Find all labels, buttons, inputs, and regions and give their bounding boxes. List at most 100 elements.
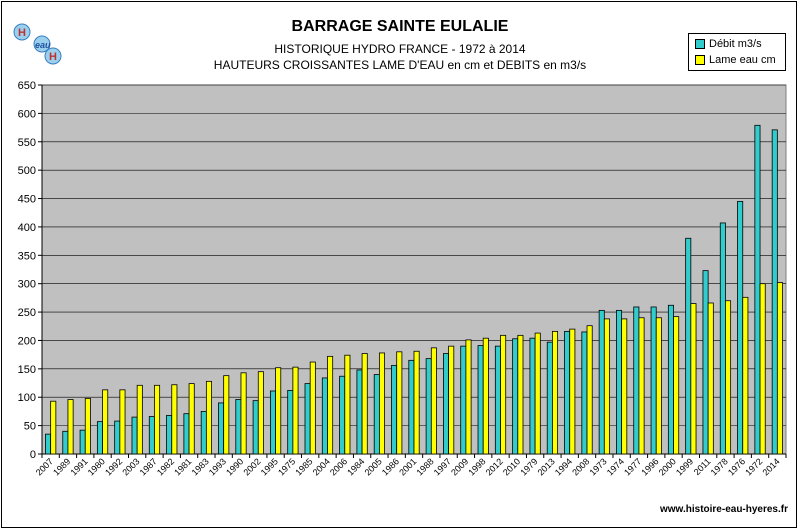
bar-debit bbox=[719, 222, 726, 455]
x-tick-label: 1987 bbox=[138, 456, 159, 477]
bar-lame bbox=[136, 384, 143, 455]
x-tick-label: 2002 bbox=[241, 456, 262, 477]
x-tick-label: 2006 bbox=[328, 456, 349, 477]
bar-debit bbox=[356, 369, 363, 455]
bar-debit bbox=[148, 416, 155, 455]
x-tick-label: 1982 bbox=[155, 456, 176, 477]
bar-debit bbox=[460, 345, 467, 455]
bar-lame bbox=[327, 355, 334, 455]
x-tick-label: 1988 bbox=[414, 456, 435, 477]
bar-lame bbox=[378, 352, 385, 455]
x-tick-label: 1972 bbox=[743, 456, 764, 477]
bar-debit bbox=[754, 124, 761, 455]
x-tick-label: 1975 bbox=[276, 456, 297, 477]
bar-debit bbox=[45, 433, 52, 455]
bar-lame bbox=[500, 334, 507, 455]
legend-label-debit: Débit m3/s bbox=[709, 38, 762, 50]
bar-lame bbox=[257, 371, 264, 455]
x-tick-label: 2013 bbox=[536, 456, 557, 477]
svg-text:H: H bbox=[18, 27, 26, 39]
legend-swatch-debit bbox=[695, 39, 705, 50]
x-tick-label: 1978 bbox=[709, 456, 730, 477]
svg-text:H: H bbox=[49, 51, 57, 63]
legend: Débit m3/s Lame eau cm bbox=[688, 33, 786, 71]
bar-lame bbox=[119, 389, 126, 455]
bar-lame bbox=[396, 351, 403, 455]
x-tick-label: 1992 bbox=[103, 456, 124, 477]
bar-debit bbox=[114, 420, 121, 455]
bar-lame bbox=[309, 361, 316, 455]
bar-lame bbox=[655, 317, 662, 455]
bar-lame bbox=[603, 318, 610, 455]
x-tick-label: 1984 bbox=[345, 456, 366, 477]
bar-debit bbox=[408, 359, 415, 455]
bar-lame bbox=[552, 330, 559, 455]
bar-lame bbox=[50, 400, 57, 455]
bar-debit bbox=[269, 390, 276, 455]
x-tick-label: 1998 bbox=[466, 456, 487, 477]
bar-debit bbox=[598, 309, 605, 455]
bar-debit bbox=[166, 414, 173, 455]
bar-debit bbox=[616, 309, 623, 455]
x-tick-label: 2004 bbox=[311, 456, 332, 477]
bar-debit bbox=[581, 331, 588, 455]
x-tick-label: 1976 bbox=[726, 456, 747, 477]
x-tick-label: 1973 bbox=[588, 456, 609, 477]
bar-lame bbox=[707, 302, 714, 455]
x-tick-label: 1989 bbox=[51, 456, 72, 477]
bar-lame bbox=[621, 318, 628, 455]
logo: H eau H bbox=[13, 23, 62, 65]
bar-lame bbox=[171, 384, 178, 455]
bar-lame bbox=[413, 350, 420, 455]
bar-debit bbox=[633, 306, 640, 455]
bar-debit bbox=[529, 337, 536, 455]
bar-lame bbox=[344, 354, 351, 455]
x-tick-label: 2014 bbox=[761, 456, 782, 477]
legend-item-lame: Lame eau cm bbox=[695, 54, 776, 67]
x-tick-label: 1995 bbox=[259, 456, 280, 477]
bar-lame bbox=[517, 334, 524, 455]
x-tick-label: 2008 bbox=[570, 456, 591, 477]
bar-lame bbox=[240, 372, 247, 455]
bar-debit bbox=[564, 330, 571, 455]
bar-lame bbox=[67, 399, 74, 455]
bar-debit bbox=[771, 129, 778, 455]
y-tick-label: 100 bbox=[18, 392, 36, 404]
x-tick-label: 1985 bbox=[293, 456, 314, 477]
bar-lame bbox=[292, 366, 299, 455]
x-tick-label: 2007 bbox=[34, 456, 55, 477]
x-tick-label: 2012 bbox=[484, 456, 505, 477]
bar-debit bbox=[287, 390, 294, 455]
bar-debit bbox=[96, 421, 103, 455]
footer-url: www.histoire-eau-hyeres.fr bbox=[660, 504, 788, 515]
chart-subtitle-1: HISTORIQUE HYDRO FRANCE - 1972 à 2014 bbox=[274, 42, 526, 56]
bar-lame bbox=[361, 353, 368, 455]
bar-lame bbox=[759, 283, 766, 455]
bar-debit bbox=[235, 399, 242, 455]
x-tick-label: 2011 bbox=[692, 456, 713, 477]
x-tick-label: 1981 bbox=[172, 456, 193, 477]
bar-lame bbox=[275, 367, 282, 455]
x-tick-label: 1990 bbox=[224, 456, 245, 477]
x-tick-label: 2003 bbox=[120, 456, 141, 477]
bar-debit bbox=[425, 358, 432, 455]
y-tick-label: 350 bbox=[18, 250, 36, 262]
legend-swatch-lame bbox=[695, 55, 705, 66]
bar-lame bbox=[154, 384, 161, 455]
bar-lame bbox=[586, 325, 593, 455]
bar-lame bbox=[482, 337, 489, 455]
bar-lame bbox=[534, 332, 541, 455]
bar-debit bbox=[131, 416, 138, 455]
legend-item-debit: Débit m3/s bbox=[695, 38, 762, 51]
bar-debit bbox=[685, 237, 692, 455]
x-tick-label: 1983 bbox=[190, 456, 211, 477]
y-tick-label: 0 bbox=[30, 449, 36, 461]
bar-lame bbox=[430, 347, 437, 455]
y-tick-label: 600 bbox=[18, 108, 36, 120]
y-tick-label: 200 bbox=[18, 335, 36, 347]
y-tick-label: 300 bbox=[18, 279, 36, 291]
bar-lame bbox=[188, 383, 195, 455]
bar-lame bbox=[223, 375, 230, 455]
bar-lame bbox=[673, 316, 680, 455]
x-tick-label: 1980 bbox=[86, 456, 107, 477]
